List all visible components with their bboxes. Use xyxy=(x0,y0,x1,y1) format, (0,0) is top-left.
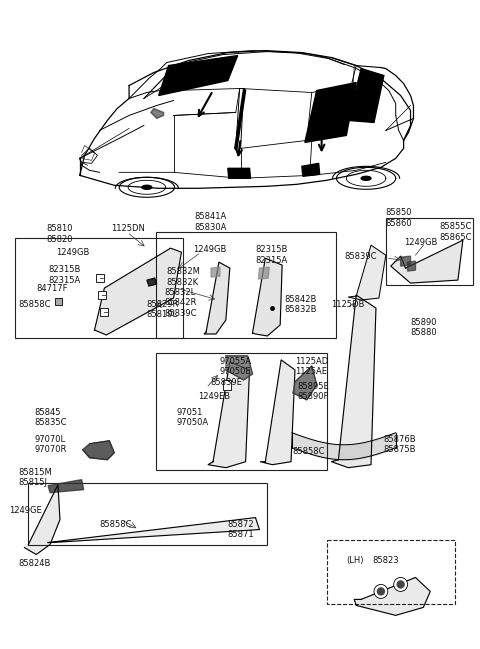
Text: 97051
97050A: 97051 97050A xyxy=(177,408,209,427)
Polygon shape xyxy=(258,267,269,279)
Polygon shape xyxy=(408,261,416,271)
Text: 85823: 85823 xyxy=(372,556,398,565)
Polygon shape xyxy=(48,480,84,493)
Polygon shape xyxy=(147,278,157,286)
Text: 85842B
85832B: 85842B 85832B xyxy=(284,295,317,315)
Circle shape xyxy=(377,588,384,595)
Text: 85858C: 85858C xyxy=(18,300,51,309)
Bar xyxy=(156,353,326,470)
Polygon shape xyxy=(348,245,386,300)
Text: (LH): (LH) xyxy=(347,556,364,565)
Text: 85841A
85830A: 85841A 85830A xyxy=(194,212,227,232)
Text: 85839E: 85839E xyxy=(210,378,242,387)
Bar xyxy=(326,539,455,604)
Polygon shape xyxy=(235,88,246,151)
Polygon shape xyxy=(226,356,252,380)
Bar xyxy=(55,298,62,305)
Text: 85810
85820: 85810 85820 xyxy=(46,224,72,243)
Text: 85832L
85842R
85839C: 85832L 85842R 85839C xyxy=(165,288,197,318)
Polygon shape xyxy=(159,56,238,95)
Text: 1249GB: 1249GB xyxy=(193,245,227,254)
Circle shape xyxy=(394,578,408,591)
Polygon shape xyxy=(142,186,152,190)
Text: 85815M
85815J: 85815M 85815J xyxy=(18,468,52,487)
Text: 1249GB: 1249GB xyxy=(404,238,437,247)
Text: 1249EB: 1249EB xyxy=(198,392,230,401)
Polygon shape xyxy=(204,262,230,334)
Bar xyxy=(223,380,231,390)
Text: 85872
85871: 85872 85871 xyxy=(228,520,254,539)
Polygon shape xyxy=(261,360,295,465)
Bar xyxy=(386,218,473,285)
Polygon shape xyxy=(293,366,317,400)
Text: 85824B: 85824B xyxy=(18,559,51,569)
Text: 85829R
85819L: 85829R 85819L xyxy=(147,300,179,319)
Polygon shape xyxy=(252,258,282,336)
Bar xyxy=(28,483,267,545)
Bar xyxy=(14,238,183,338)
Polygon shape xyxy=(302,164,320,177)
Text: 97055A
97050E: 97055A 97050E xyxy=(220,357,252,376)
Text: 82315B
82315A: 82315B 82315A xyxy=(48,265,81,284)
Text: 84717F: 84717F xyxy=(36,284,68,293)
Circle shape xyxy=(397,581,404,588)
Bar xyxy=(156,232,336,338)
Text: 82315B
82315A: 82315B 82315A xyxy=(255,245,288,265)
Text: 97070L
97070R: 97070L 97070R xyxy=(34,435,67,454)
Text: 1249GB: 1249GB xyxy=(56,248,89,257)
Text: 1249GE: 1249GE xyxy=(9,506,41,515)
Circle shape xyxy=(374,585,388,598)
Text: 85858C: 85858C xyxy=(99,520,132,528)
Polygon shape xyxy=(24,485,60,554)
Bar xyxy=(98,291,106,299)
Text: 1125DN: 1125DN xyxy=(111,224,145,233)
Polygon shape xyxy=(228,168,251,178)
Polygon shape xyxy=(354,578,430,615)
Text: 85876B
85875B: 85876B 85875B xyxy=(384,435,417,454)
Polygon shape xyxy=(211,267,220,277)
Bar xyxy=(100,308,108,316)
Text: 1125DB: 1125DB xyxy=(332,300,365,309)
Text: 85850
85860: 85850 85860 xyxy=(386,208,412,228)
Polygon shape xyxy=(332,295,376,468)
Text: 85858C: 85858C xyxy=(292,447,324,456)
Polygon shape xyxy=(95,248,181,335)
Text: 85832M
85832K: 85832M 85832K xyxy=(167,267,201,286)
Polygon shape xyxy=(391,240,463,283)
Text: 85895E
85890F: 85895E 85890F xyxy=(297,382,329,401)
Polygon shape xyxy=(305,82,356,142)
Polygon shape xyxy=(48,518,259,543)
Text: 85890
85880: 85890 85880 xyxy=(410,318,437,337)
Polygon shape xyxy=(348,69,384,123)
Polygon shape xyxy=(208,362,250,468)
Polygon shape xyxy=(151,108,164,118)
Text: 1125AD
1125AE: 1125AD 1125AE xyxy=(295,357,328,376)
Bar xyxy=(96,274,104,282)
Polygon shape xyxy=(83,441,114,459)
Text: 85839C: 85839C xyxy=(344,252,377,261)
Polygon shape xyxy=(401,256,410,266)
Text: 85855C
85865C: 85855C 85865C xyxy=(439,222,472,241)
Polygon shape xyxy=(361,177,371,180)
Text: 85845
85835C: 85845 85835C xyxy=(34,408,67,427)
